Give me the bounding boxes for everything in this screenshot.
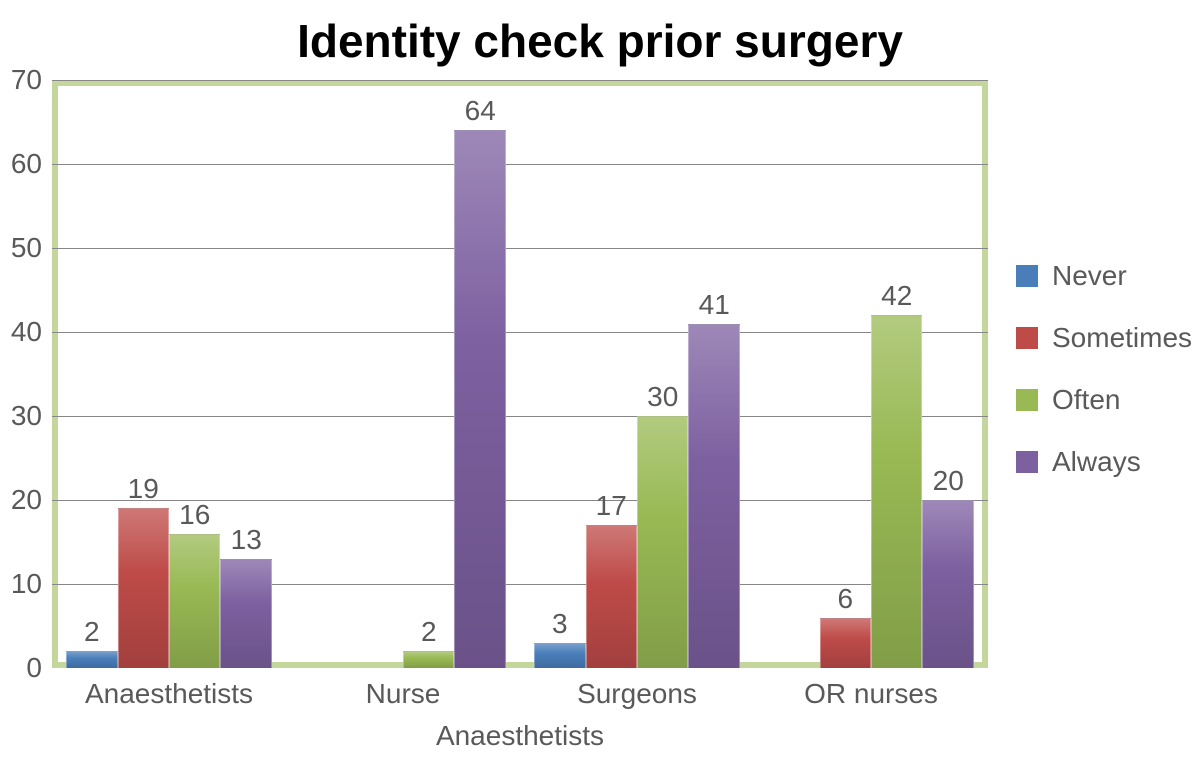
bar-value-label: 17 bbox=[596, 490, 627, 522]
legend-label: Sometimes bbox=[1052, 322, 1192, 354]
y-tick-label: 0 bbox=[26, 652, 42, 684]
legend-item: Sometimes bbox=[1016, 322, 1192, 354]
x-tick-label: Nurse bbox=[366, 678, 441, 710]
y-tick-label: 60 bbox=[11, 148, 42, 180]
bar: 41 bbox=[688, 324, 739, 668]
y-tick-label: 10 bbox=[11, 568, 42, 600]
bar-value-label: 13 bbox=[231, 524, 262, 556]
chart-container: Identity check prior surgery 0 10 20 30 40 50… bbox=[0, 0, 1200, 772]
legend-label: Always bbox=[1052, 446, 1141, 478]
legend-item: Often bbox=[1016, 384, 1192, 416]
legend-label: Often bbox=[1052, 384, 1120, 416]
y-tick-label: 70 bbox=[11, 64, 42, 96]
gridline bbox=[52, 332, 988, 333]
bar: 2 bbox=[66, 651, 117, 668]
x-axis-title: Anaesthetists bbox=[52, 720, 988, 752]
bar-value-label: 2 bbox=[84, 616, 100, 648]
y-tick-label: 20 bbox=[11, 484, 42, 516]
plot-area: 010203040506070Anaesthetists2191613Nurse… bbox=[52, 80, 988, 668]
y-tick-label: 50 bbox=[11, 232, 42, 264]
bar-value-label: 16 bbox=[179, 499, 210, 531]
bar: 64 bbox=[454, 130, 505, 668]
bar: 16 bbox=[169, 534, 220, 668]
y-tick-label: 30 bbox=[11, 400, 42, 432]
bar-value-label: 19 bbox=[128, 473, 159, 505]
legend-swatch bbox=[1016, 389, 1038, 411]
bar: 13 bbox=[220, 559, 271, 668]
bar: 17 bbox=[586, 525, 637, 668]
legend-swatch bbox=[1016, 327, 1038, 349]
gridline bbox=[52, 164, 988, 165]
x-tick-label: Surgeons bbox=[577, 678, 697, 710]
legend-swatch bbox=[1016, 451, 1038, 473]
bar: 30 bbox=[637, 416, 688, 668]
bar-value-label: 42 bbox=[881, 280, 912, 312]
bar-value-label: 41 bbox=[699, 289, 730, 321]
bar: 3 bbox=[534, 643, 585, 668]
legend-item: Always bbox=[1016, 446, 1192, 478]
x-tick-label: OR nurses bbox=[804, 678, 938, 710]
legend-label: Never bbox=[1052, 260, 1127, 292]
gridline bbox=[52, 80, 988, 81]
y-tick-label: 40 bbox=[11, 316, 42, 348]
bar-value-label: 30 bbox=[647, 381, 678, 413]
gridline bbox=[52, 416, 988, 417]
legend-item: Never bbox=[1016, 260, 1192, 292]
legend: Never Sometimes Often Always bbox=[1016, 260, 1192, 488]
gridline bbox=[52, 248, 988, 249]
legend-swatch bbox=[1016, 265, 1038, 287]
bar: 42 bbox=[871, 315, 922, 668]
bar-value-label: 6 bbox=[837, 583, 853, 615]
bar-value-label: 20 bbox=[933, 465, 964, 497]
bar-value-label: 3 bbox=[552, 608, 568, 640]
bar: 6 bbox=[820, 618, 871, 668]
bar-value-label: 64 bbox=[465, 95, 496, 127]
chart-title: Identity check prior surgery bbox=[0, 14, 1200, 68]
bar: 19 bbox=[118, 508, 169, 668]
bar: 20 bbox=[922, 500, 973, 668]
x-tick-label: Anaesthetists bbox=[85, 678, 253, 710]
bar-value-label: 2 bbox=[421, 616, 437, 648]
plot-frame: 010203040506070Anaesthetists2191613Nurse… bbox=[52, 80, 988, 668]
bar: 2 bbox=[403, 651, 454, 668]
